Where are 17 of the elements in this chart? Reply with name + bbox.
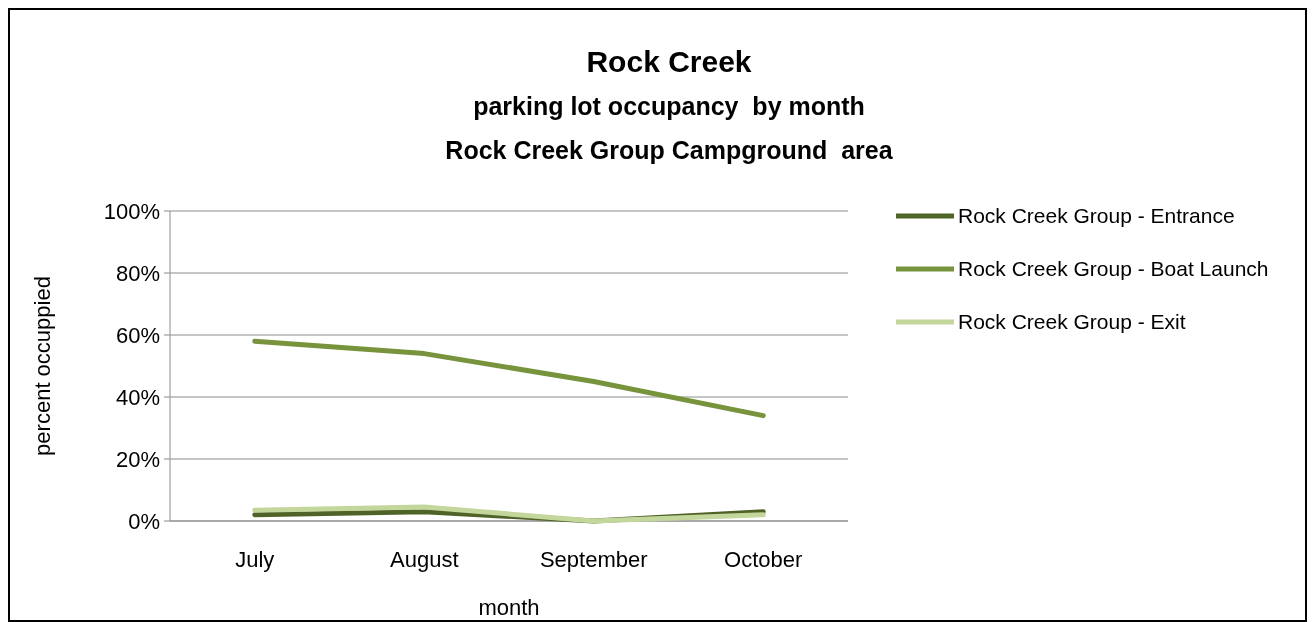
y-tick-label: 60% [115, 322, 160, 348]
legend-label: Rock Creek Group - Entrance [958, 204, 1235, 228]
chart-title: Rock Creek [586, 45, 752, 78]
x-axis-title: month [478, 595, 540, 620]
legend-label: Rock Creek Group - Boat Launch [958, 257, 1269, 281]
x-tick-label: August [390, 547, 459, 572]
y-tick-label: 40% [115, 384, 160, 410]
legend-label: Rock Creek Group - Exit [958, 310, 1186, 334]
y-tick-label: 100% [103, 198, 160, 224]
y-tick-label: 80% [115, 260, 160, 286]
x-tick-label: September [539, 547, 648, 572]
y-tick-label: 0% [128, 508, 160, 534]
y-axis-title: percent occuppied [30, 276, 55, 456]
chart-subtitle: parking lot occupancy by month Rock Creek Group Campground area [445, 92, 894, 164]
x-tick-label: July [235, 547, 275, 572]
x-tick-label: October [724, 547, 803, 572]
y-tick-label: 20% [115, 446, 160, 472]
